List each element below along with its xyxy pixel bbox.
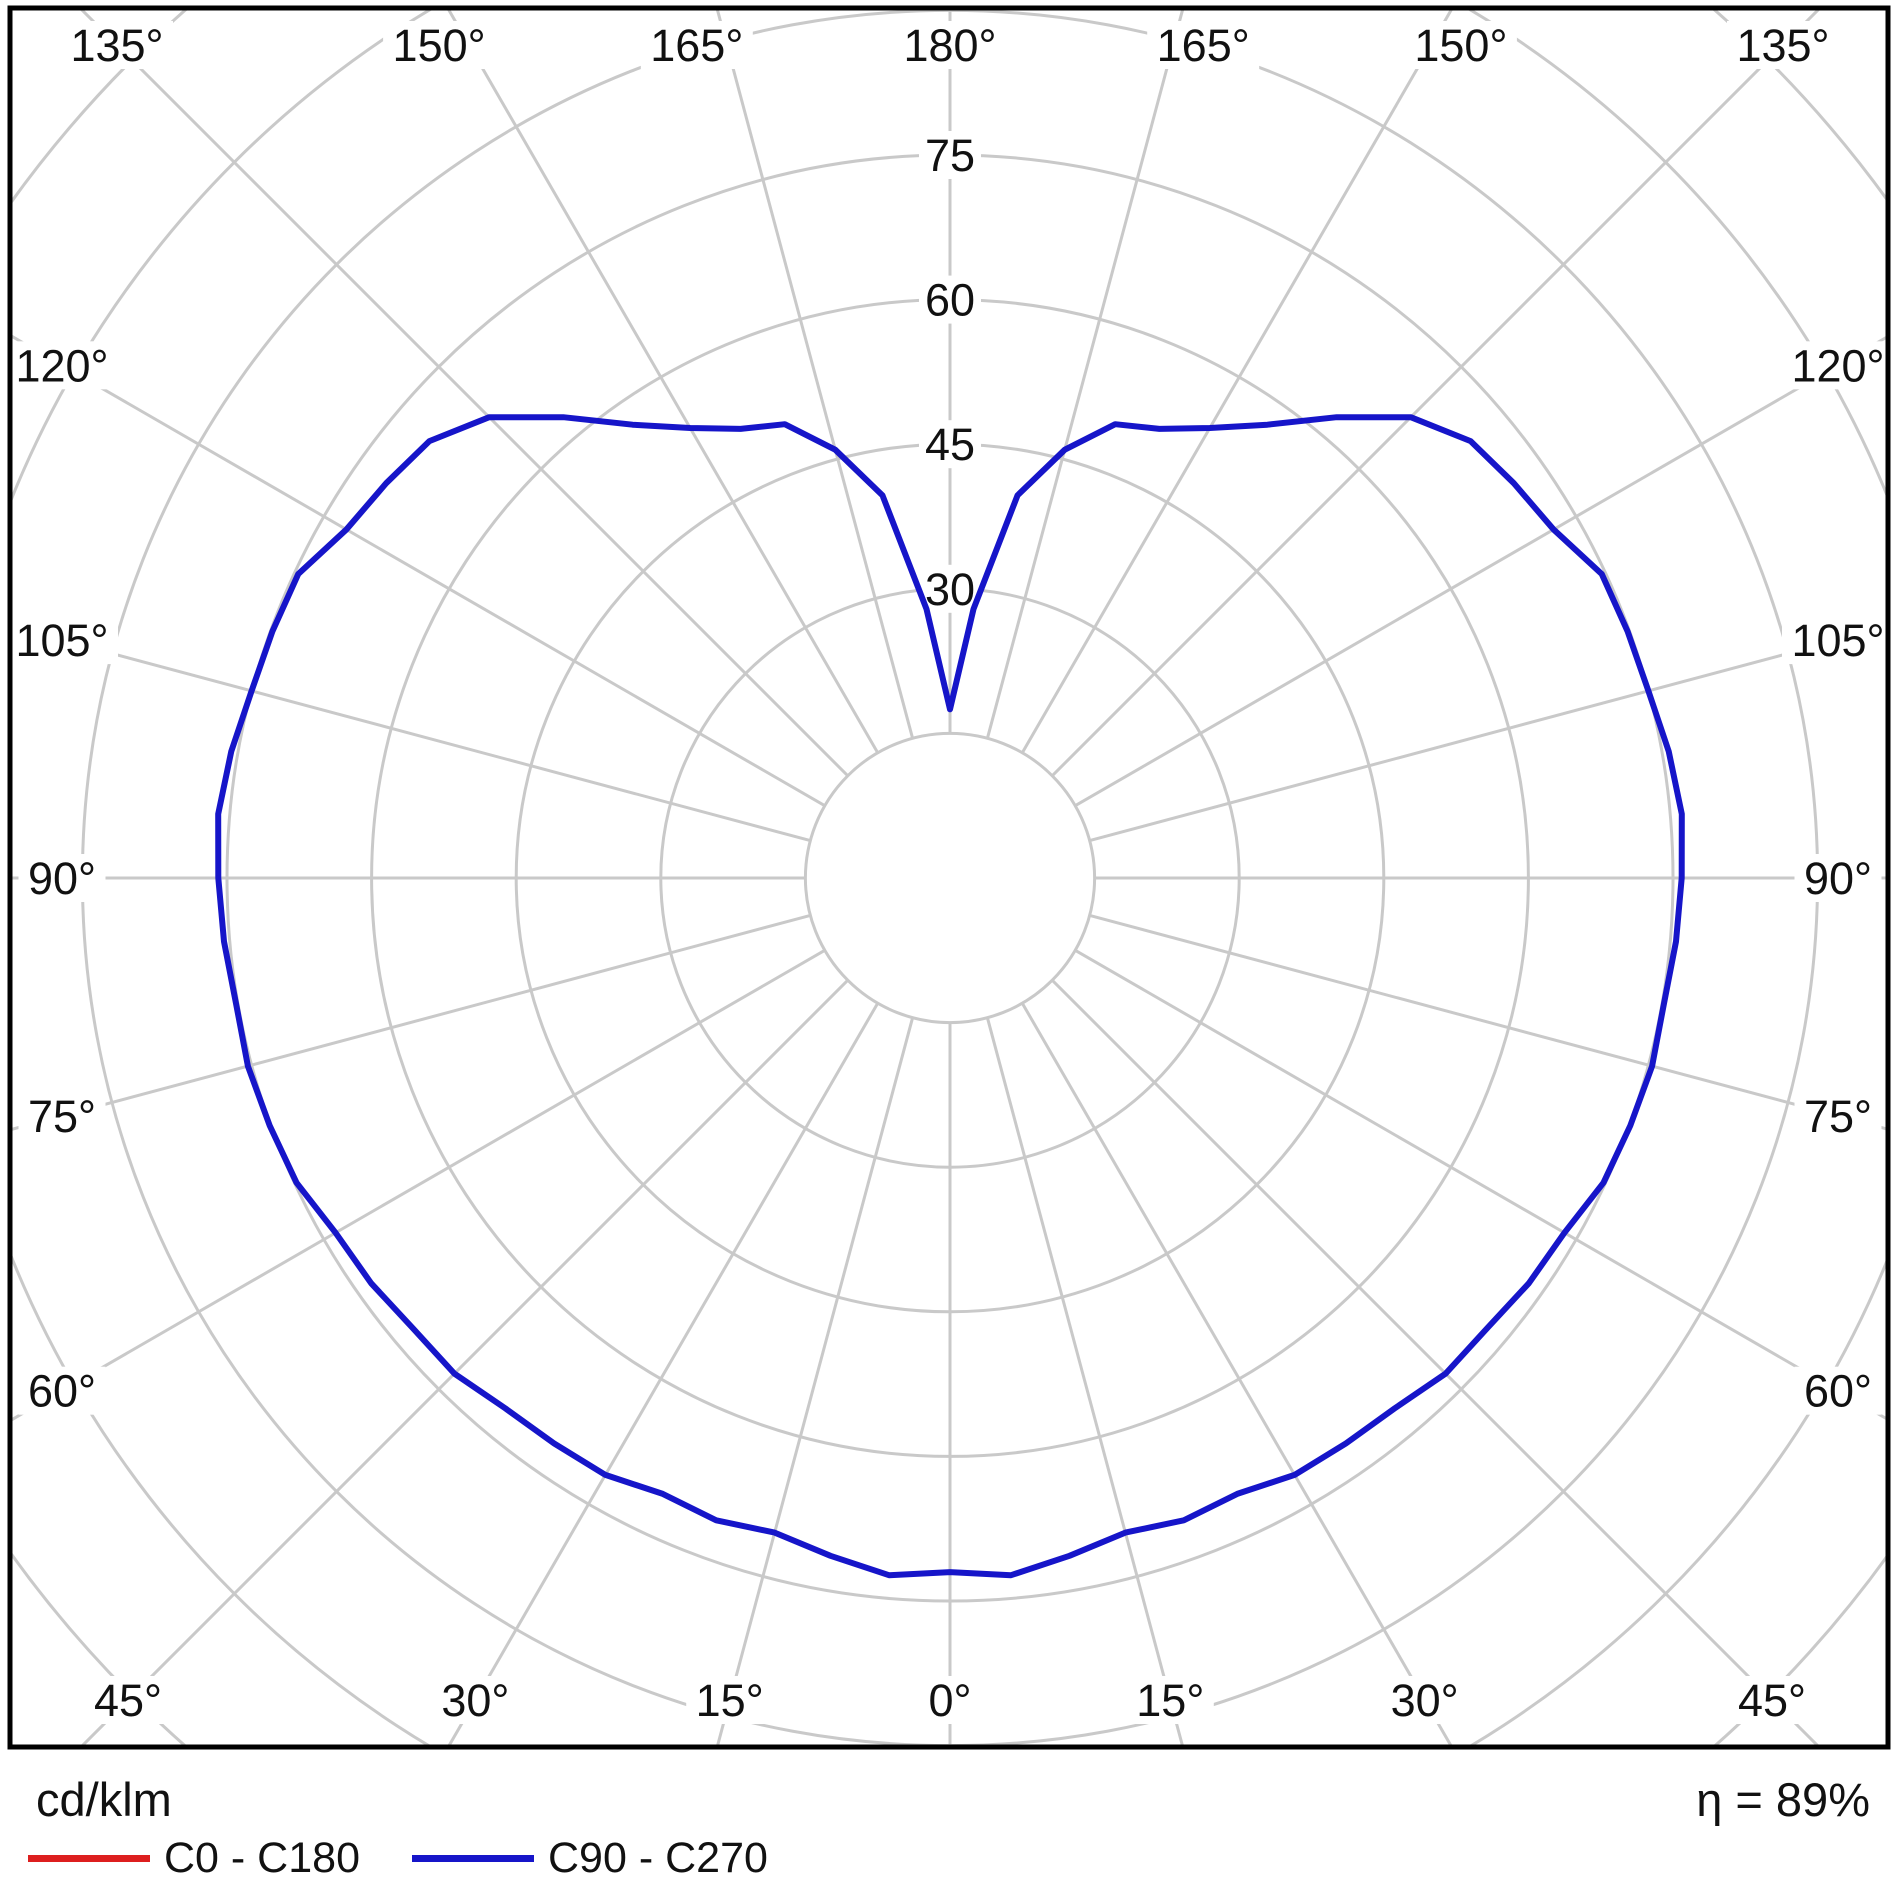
angle-label-R60-mask	[1794, 1366, 1882, 1415]
angle-label-R150: 150°	[1414, 20, 1507, 71]
angle-label-L60-mask	[18, 1366, 106, 1415]
grid-spoke-330	[446, 1002, 879, 1747]
angle-label-R0: 0°	[928, 1675, 971, 1726]
legend-label-c90-c270: C90 - C270	[548, 1833, 768, 1882]
grid-spoke-150	[1021, 8, 1455, 754]
angle-label-R90-mask	[1794, 854, 1882, 902]
angle-label-L150-mask	[383, 21, 496, 69]
radial-label-60: 60	[925, 275, 975, 326]
angle-label-R15: 15°	[1136, 1675, 1204, 1726]
grid-spoke-255	[10, 624, 811, 843]
plot-border	[7, 5, 1891, 1750]
angle-label-L90: 90°	[28, 853, 96, 904]
angle-label-R135: 135°	[1736, 20, 1829, 71]
angle-label-R0-mask	[919, 1676, 981, 1724]
angle-label-R135-mask	[1727, 21, 1839, 69]
efficiency-value: η = 89%	[1696, 1773, 1870, 1826]
angle-label-L135-mask	[61, 21, 173, 69]
angle-label-R165: 165°	[1157, 20, 1250, 71]
grid-spoke-105	[1089, 625, 1888, 843]
angle-label-L150: 150°	[393, 20, 486, 71]
grid-spoke-300	[10, 949, 826, 1423]
grid-ring-15	[803, 731, 1097, 1025]
angle-label-R180-mask	[894, 21, 1006, 69]
radial-label-75: 75	[925, 130, 975, 181]
radial-label-75-mask	[919, 131, 981, 179]
angle-label-R45: 45°	[1738, 1675, 1806, 1726]
grid-spoke-135	[1051, 8, 1823, 777]
angle-label-L75-mask	[18, 1091, 106, 1140]
angle-label-R180: 180°	[903, 20, 996, 71]
angle-label-R75-mask	[1794, 1091, 1882, 1140]
legend-label-c0-c180: C0 - C180	[164, 1833, 360, 1882]
angle-label-L165-mask	[640, 21, 753, 69]
angle-label-R90: 90°	[1804, 853, 1872, 904]
angle-label-L30-mask	[431, 1676, 519, 1724]
angle-label-L75: 75°	[28, 1091, 96, 1142]
legend-item-c0-c180: C0 - C180	[28, 1830, 360, 1886]
grid-spoke-195	[715, 8, 915, 739]
angle-label-R30-mask	[1381, 1676, 1469, 1724]
angle-label-R45-mask	[1728, 1676, 1816, 1724]
grid-spoke-120	[1074, 334, 1888, 807]
angle-label-L105: 105°	[15, 615, 108, 666]
angle-label-R75: 75°	[1804, 1091, 1872, 1142]
curve-c90-c270	[215, 414, 1685, 1579]
radial-label-30: 30	[925, 564, 975, 615]
grid-spoke-30	[1021, 1002, 1454, 1747]
angle-label-L45: 45°	[94, 1675, 162, 1726]
angle-label-L120-mask	[10, 341, 118, 390]
angle-label-R105-mask	[1782, 616, 1888, 665]
angle-label-L90-mask	[18, 854, 106, 902]
angle-label-L120: 120°	[15, 340, 108, 391]
grid-spoke-15	[985, 1017, 1185, 1747]
radial-label-45-mask	[919, 420, 981, 469]
legend-swatch-red	[28, 1854, 150, 1862]
grid-spoke-60	[1074, 949, 1888, 1422]
grid-spoke-345	[715, 1017, 915, 1747]
grid-spoke-165	[985, 8, 1185, 739]
angle-label-L30: 30°	[441, 1675, 509, 1726]
angle-label-L15: 15°	[696, 1675, 764, 1726]
grid-spoke-75	[1089, 913, 1888, 1131]
angle-label-L15-mask	[686, 1676, 774, 1724]
angle-label-R165-mask	[1147, 21, 1260, 69]
angle-label-R30: 30°	[1391, 1675, 1459, 1726]
angle-label-R105: 105°	[1791, 615, 1884, 666]
angle-label-L60: 60°	[28, 1366, 96, 1417]
legend-item-c90-c270: C90 - C270	[412, 1830, 768, 1886]
angle-label-L105-mask	[10, 616, 118, 665]
angle-label-R15-mask	[1126, 1676, 1214, 1724]
angle-label-L165: 165°	[650, 20, 743, 71]
grid-spoke-285	[10, 913, 811, 1132]
legend-swatch-blue	[412, 1854, 534, 1862]
grid-spoke-225	[77, 8, 849, 777]
angle-label-R60: 60°	[1804, 1366, 1872, 1417]
angle-label-R150-mask	[1404, 21, 1517, 69]
radial-label-60-mask	[919, 275, 981, 324]
angle-label-L135: 135°	[70, 20, 163, 71]
grid-spoke-240	[10, 333, 826, 807]
radial-label-30-mask	[919, 564, 981, 613]
angle-label-L45-mask	[84, 1676, 172, 1724]
angle-label-R120: 120°	[1791, 340, 1884, 391]
grid-spoke-210	[445, 8, 879, 754]
radial-unit-label: cd/klm	[36, 1773, 172, 1826]
angle-label-R120-mask	[1782, 341, 1888, 390]
radial-label-45: 45	[925, 419, 975, 470]
